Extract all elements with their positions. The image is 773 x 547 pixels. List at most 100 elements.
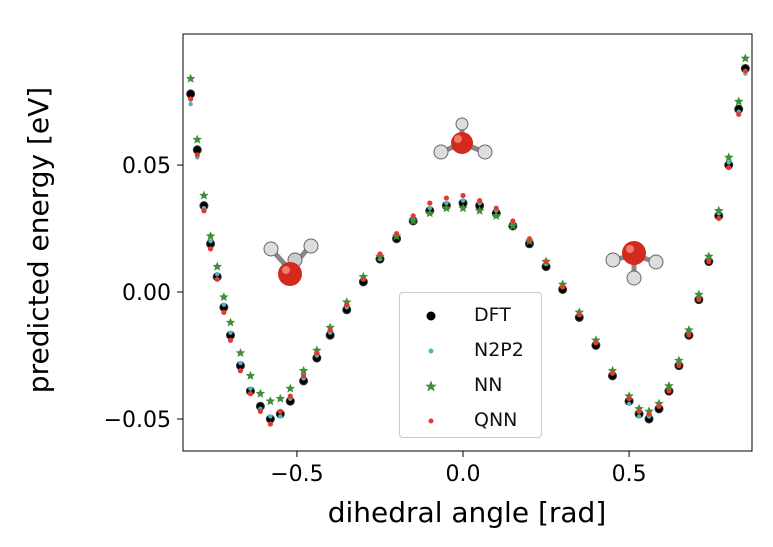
point-nn: [624, 391, 634, 401]
legend-item-qnn: QNN: [400, 406, 541, 436]
point-n2p2: [268, 414, 273, 419]
legend-label-qnn: QNN: [474, 409, 518, 431]
point-nn: [212, 261, 222, 271]
point-nn: [474, 205, 485, 215]
legend-label-nn: NN: [474, 374, 503, 396]
x-tick-label: 0.5: [612, 462, 647, 487]
point-qnn: [676, 363, 682, 369]
point-qnn: [716, 215, 722, 221]
x-axis-label: dihedral angle [rad]: [328, 496, 607, 529]
point-qnn: [646, 411, 652, 417]
point-qnn: [510, 218, 516, 224]
point-n2p2: [636, 414, 642, 419]
point-nn: [298, 365, 309, 375]
point-qnn: [360, 276, 366, 282]
point-nn: [508, 221, 518, 230]
point-n2p2: [278, 414, 283, 419]
point-nn: [734, 96, 744, 106]
point-nn: [185, 73, 196, 83]
point-nn: [674, 355, 684, 365]
legend-marker-qnn: [424, 414, 438, 428]
point-n2p2: [208, 239, 213, 244]
point-nn: [199, 190, 209, 200]
point-qnn: [327, 327, 333, 333]
legend-marker-nn: [424, 379, 438, 393]
point-nn: [245, 370, 256, 380]
legend-marker-dft: [424, 309, 438, 323]
point-qnn: [460, 192, 466, 199]
point-qnn: [686, 332, 692, 338]
point-qnn: [393, 231, 400, 237]
point-qnn: [736, 111, 742, 117]
y-tick-label: 0.00: [122, 281, 171, 306]
point-nn: [205, 231, 216, 241]
legend-item-n2p2: N2P2: [400, 336, 541, 366]
point-qnn: [287, 393, 293, 399]
point-qnn: [314, 350, 320, 356]
molecule-center-image: [433, 117, 493, 160]
point-n2p2: [228, 330, 233, 335]
point-qnn: [493, 205, 499, 211]
point-nn: [740, 53, 751, 63]
point-nn: [664, 381, 674, 390]
point-nn: [724, 152, 734, 162]
point-n2p2: [188, 101, 193, 107]
point-qnn: [706, 258, 712, 265]
point-qnn: [666, 388, 672, 394]
point-qnn: [207, 246, 214, 252]
point-nn: [714, 205, 724, 215]
point-nn: [265, 396, 276, 406]
legend-label-n2p2: N2P2: [474, 339, 524, 361]
point-qnn: [188, 96, 194, 102]
point-qnn: [237, 368, 244, 374]
y-tick-label: 0.05: [122, 154, 171, 179]
point-nn: [704, 251, 714, 261]
point-qnn: [410, 213, 416, 219]
point-qnn: [247, 391, 254, 397]
y-axis-label: predicted energy [eV]: [22, 87, 55, 393]
point-nn: [684, 325, 694, 335]
point-nn: [285, 383, 295, 393]
x-tick-label: −0.5: [270, 462, 323, 487]
point-n2p2: [626, 401, 632, 406]
data-points: [185, 53, 751, 427]
point-qnn: [560, 284, 566, 290]
molecule-left-image: [263, 238, 319, 286]
point-qnn: [377, 251, 383, 257]
point-qnn: [194, 152, 200, 158]
point-nn: [219, 292, 229, 302]
x-axis-ticks: −0.5 0.0 0.5: [270, 451, 647, 487]
point-qnn: [626, 396, 632, 402]
point-nn: [694, 289, 704, 299]
point-n2p2: [444, 200, 449, 206]
legend-marker-n2p2: [424, 344, 438, 358]
point-nn: [235, 348, 246, 357]
point-n2p2: [427, 206, 432, 211]
point-qnn: [576, 312, 582, 318]
point-nn: [491, 210, 501, 220]
point-qnn: [477, 197, 483, 204]
legend-item-dft: DFT: [400, 301, 541, 331]
point-qnn: [443, 195, 450, 201]
point-qnn: [201, 208, 207, 214]
point-n2p2: [221, 302, 227, 307]
point-nn: [425, 208, 435, 218]
point-qnn: [277, 408, 283, 414]
point-n2p2: [248, 386, 253, 391]
point-qnn: [636, 408, 642, 414]
point-nn: [275, 393, 286, 403]
x-tick-label: 0.0: [446, 462, 481, 487]
point-nn: [458, 203, 468, 213]
y-tick-label: −0.05: [104, 408, 171, 433]
point-qnn: [696, 297, 702, 303]
point-nn: [441, 203, 452, 213]
point-n2p2: [460, 198, 466, 203]
point-qnn: [344, 302, 350, 308]
point-qnn: [526, 236, 533, 242]
plot-frame: [182, 33, 753, 452]
legend-item-nn: NN: [400, 371, 541, 401]
molecule-right-image: [605, 241, 664, 286]
point-qnn: [656, 403, 662, 409]
point-n2p2: [238, 360, 243, 366]
